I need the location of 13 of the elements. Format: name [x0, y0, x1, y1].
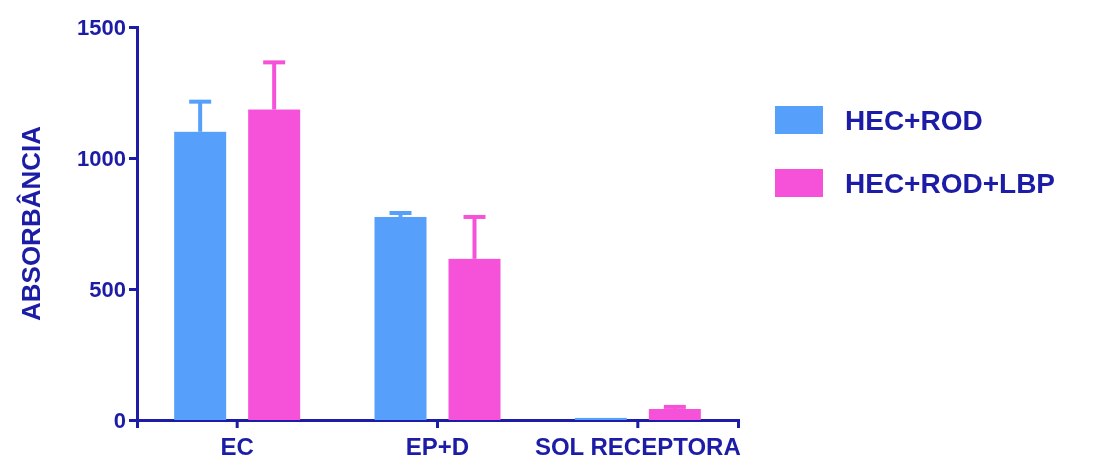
x-tick-label: EP+D	[405, 433, 470, 460]
x-tick-label: EC	[220, 433, 254, 460]
bar	[574, 417, 627, 420]
y-tick-label: 1500	[77, 14, 126, 40]
y-axis-title: ABSORBÂNCIA	[16, 125, 46, 321]
bar	[374, 216, 427, 420]
legend-label: HEC+ROD	[845, 105, 983, 136]
bar	[648, 409, 701, 420]
y-tick-label: 500	[89, 276, 126, 302]
legend-label: HEC+ROD+LBP	[845, 168, 1056, 199]
y-tick-label: 1000	[77, 145, 126, 171]
y-tick-label: 0	[113, 407, 126, 433]
x-tick-label: SOL RECEPTORA	[534, 433, 741, 460]
